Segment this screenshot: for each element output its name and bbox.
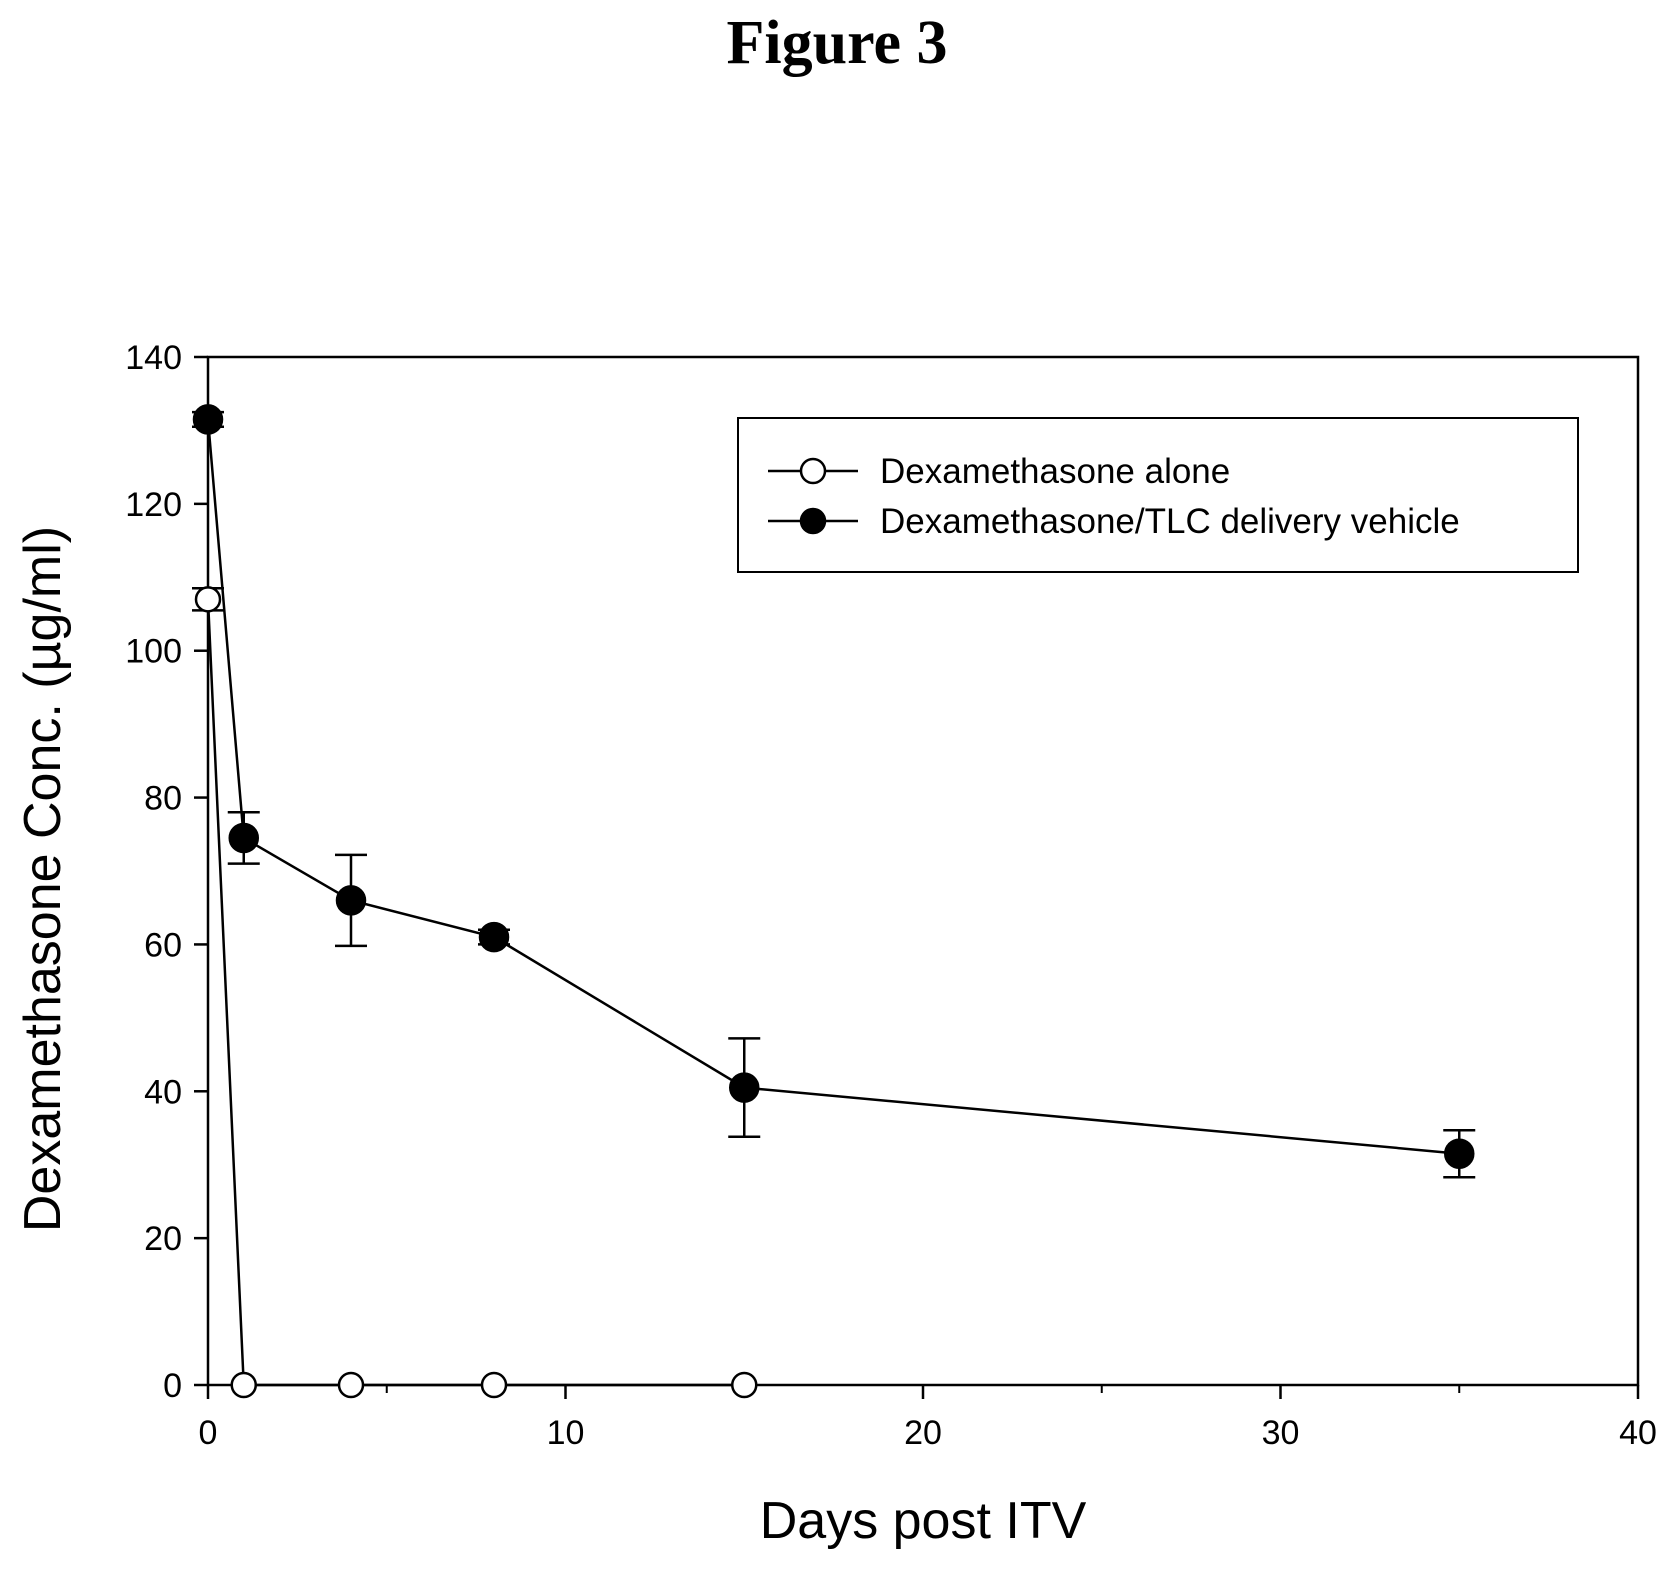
x-tick-label: 40	[1619, 1414, 1657, 1452]
data-point	[1444, 1138, 1475, 1169]
y-tick-label: 120	[125, 486, 182, 524]
y-tick-label: 40	[144, 1073, 182, 1111]
y-tick-label: 20	[144, 1220, 182, 1258]
legend-marker-dexamethasone-alone	[799, 457, 827, 485]
data-point	[480, 1371, 508, 1399]
data-point	[192, 404, 224, 435]
x-tick-label: 20	[904, 1414, 942, 1452]
y-axis-label: Dexamethasone Conc. (µg/ml)	[14, 526, 72, 1232]
series-1	[192, 586, 758, 1399]
x-axis-label: Days post ITV	[760, 1492, 1087, 1550]
x-tick-label: 30	[1262, 1414, 1300, 1452]
data-point	[478, 921, 510, 953]
series-line	[206, 599, 745, 1387]
data-point	[731, 1371, 758, 1399]
legend-marker-tlc-vehicle	[799, 507, 827, 535]
y-tick-label: 0	[163, 1367, 182, 1405]
data-point	[228, 822, 259, 854]
x-tick-label: 10	[547, 1414, 585, 1452]
data-point	[194, 586, 222, 613]
data-point	[230, 1371, 257, 1399]
data-point	[337, 1371, 365, 1399]
legend-label-dexamethasone-alone: Dexamethasone alone	[880, 452, 1230, 491]
series-layer	[192, 404, 1476, 1399]
legend: Dexamethasone alone Dexamethasone/TLC de…	[737, 417, 1579, 573]
figure-title: Figure 3	[726, 9, 948, 77]
y-tick-label: 80	[144, 780, 182, 818]
legend-box	[737, 417, 1579, 573]
y-tick-label: 140	[125, 339, 182, 377]
series-2	[192, 404, 1476, 1179]
data-point	[335, 885, 367, 916]
y-tick-label: 60	[144, 926, 182, 964]
series-line	[206, 419, 1460, 1155]
x-axis: 0 10 20 30 40	[199, 1385, 1657, 1452]
y-axis: 0 20 40 60 80 100 120 140	[125, 339, 208, 1405]
legend-label-tlc-vehicle: Dexamethasone/TLC delivery vehicle	[880, 502, 1460, 541]
y-tick-label: 100	[125, 633, 182, 671]
x-tick-label: 0	[199, 1414, 218, 1452]
data-point	[729, 1072, 760, 1103]
